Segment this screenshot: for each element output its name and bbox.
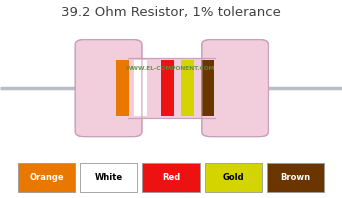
Bar — [18, 163, 75, 192]
FancyBboxPatch shape — [75, 40, 142, 137]
Text: White: White — [95, 173, 123, 182]
Bar — [134, 60, 147, 116]
Bar — [161, 60, 174, 116]
Text: Brown: Brown — [280, 173, 311, 182]
Text: 39.2 Ohm Resistor, 1% tolerance: 39.2 Ohm Resistor, 1% tolerance — [61, 6, 281, 19]
Bar — [201, 60, 214, 116]
Text: Gold: Gold — [222, 173, 244, 182]
FancyBboxPatch shape — [202, 40, 268, 137]
Text: WWW.EL-COMPONENT.COM: WWW.EL-COMPONENT.COM — [126, 66, 216, 71]
Text: Red: Red — [162, 173, 180, 182]
Bar — [142, 163, 200, 192]
Bar — [267, 163, 324, 192]
Text: Orange: Orange — [29, 173, 64, 182]
Bar — [80, 163, 137, 192]
Bar — [128, 58, 215, 118]
Bar — [205, 163, 262, 192]
Bar — [116, 60, 129, 116]
Bar — [181, 60, 194, 116]
